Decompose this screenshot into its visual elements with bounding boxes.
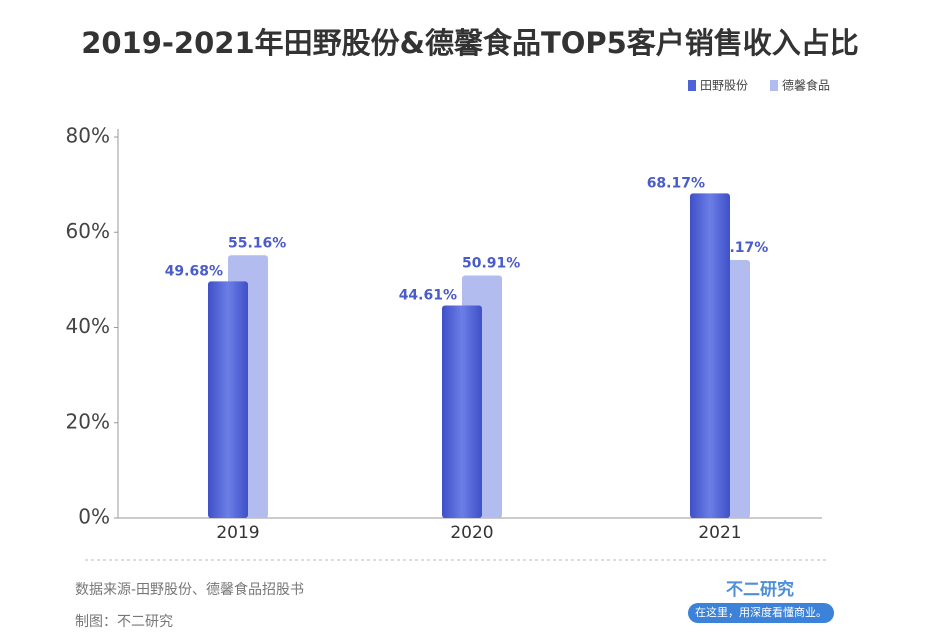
x-tick-label: 2019 (216, 523, 259, 543)
y-tick-label: 60% (66, 219, 110, 243)
bar (442, 305, 482, 518)
value-label: 44.61% (399, 288, 457, 304)
value-label: 68.17% (647, 175, 705, 191)
x-tick-label: 2021 (698, 523, 741, 543)
logo: 不二研究 (726, 579, 794, 600)
y-tick-label: 0% (78, 505, 110, 529)
legend-label: 德馨食品 (782, 78, 830, 93)
value-label: 49.68% (165, 263, 223, 279)
chart-title: 2019-2021年田野股份&德馨食品TOP5客户销售收入占比 (81, 26, 859, 60)
y-tick-label: 20% (66, 409, 110, 433)
source: 数据来源-田野股份、德馨食品招股书 (75, 581, 304, 598)
legend-swatch (688, 80, 696, 91)
x-tick-label: 2020 (450, 523, 493, 543)
value-label: 55.16% (228, 235, 286, 251)
slogan: 在这里，用深度看懂商业。 (695, 605, 827, 619)
y-tick-label: 80% (66, 124, 110, 148)
legend-swatch (770, 80, 778, 91)
y-tick-label: 40% (66, 314, 110, 338)
slogan-box (688, 603, 834, 623)
maker: 制图：不二研究 (75, 614, 173, 630)
bar (690, 193, 730, 518)
legend-label: 田野股份 (700, 79, 748, 93)
bar (208, 281, 248, 518)
value-label: 50.91% (462, 256, 520, 272)
